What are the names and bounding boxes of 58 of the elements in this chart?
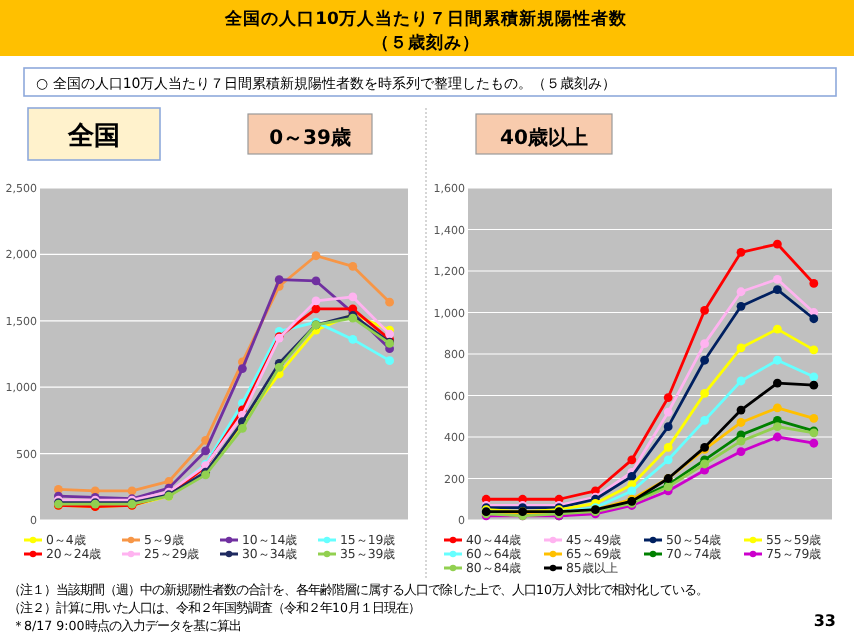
point <box>809 279 819 288</box>
point <box>736 405 746 415</box>
point <box>385 297 394 307</box>
point <box>809 345 819 355</box>
point <box>809 372 819 382</box>
point <box>736 436 746 446</box>
text: 33 <box>813 612 836 630</box>
point <box>809 314 819 324</box>
point <box>773 239 782 249</box>
point <box>809 438 819 448</box>
point <box>773 422 782 432</box>
point <box>348 292 358 302</box>
point <box>736 376 746 386</box>
point <box>736 287 746 297</box>
point <box>385 356 394 366</box>
point <box>736 301 746 311</box>
point <box>700 339 709 349</box>
point <box>311 276 321 286</box>
point <box>348 334 358 344</box>
point <box>127 486 137 496</box>
point <box>809 380 819 390</box>
point <box>663 407 673 417</box>
point <box>627 486 637 496</box>
point <box>663 455 673 465</box>
point <box>311 251 321 261</box>
point <box>773 324 782 334</box>
point <box>773 403 782 413</box>
chart-title: 0～39歳 <box>269 126 351 150</box>
point <box>700 355 709 365</box>
point <box>700 306 709 315</box>
point <box>773 285 782 295</box>
point <box>773 274 782 284</box>
point <box>736 447 746 456</box>
point <box>311 304 321 314</box>
point <box>773 378 782 388</box>
point <box>627 472 637 481</box>
point <box>663 393 673 402</box>
point <box>238 423 247 433</box>
point <box>736 418 746 427</box>
point <box>348 261 358 271</box>
text: （５歳刻み） <box>372 32 480 54</box>
point <box>773 355 782 365</box>
point <box>663 422 673 432</box>
text: 全国 <box>66 122 120 152</box>
point <box>700 416 709 425</box>
point <box>627 455 637 465</box>
point <box>274 275 284 285</box>
point <box>700 389 709 398</box>
point <box>736 343 746 353</box>
point <box>809 413 819 423</box>
text: 全国の人口10万人当たり７日間累積新規陽性者数 <box>223 8 629 30</box>
point <box>663 442 673 452</box>
point <box>773 432 782 442</box>
point <box>736 247 746 257</box>
point <box>238 364 247 374</box>
point <box>311 296 321 306</box>
point <box>201 446 210 456</box>
chart-title: 40歳以上 <box>500 126 588 150</box>
